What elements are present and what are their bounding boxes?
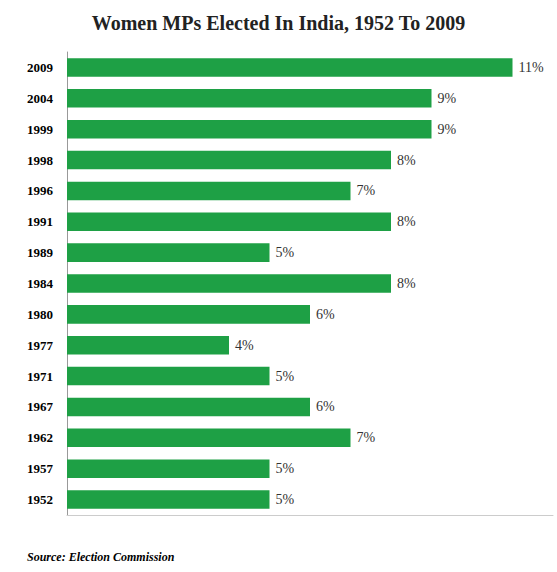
svg-text:Source: Election Commission: Source: Election Commission [27,550,175,564]
svg-text:7%: 7% [357,183,376,198]
svg-text:5%: 5% [276,461,295,476]
svg-text:11%: 11% [519,60,544,75]
svg-text:8%: 8% [397,214,416,229]
svg-text:6%: 6% [316,399,335,414]
svg-text:1996: 1996 [27,183,54,198]
svg-text:1999: 1999 [27,122,54,137]
svg-text:1957: 1957 [27,461,54,476]
svg-text:5%: 5% [276,245,295,260]
svg-text:1989: 1989 [27,245,54,260]
svg-text:1998: 1998 [27,153,54,168]
svg-text:2009: 2009 [27,60,54,75]
svg-text:5%: 5% [276,492,295,507]
svg-text:9%: 9% [438,122,457,137]
svg-text:1952: 1952 [27,492,53,507]
svg-text:Women MPs Elected In India, 19: Women MPs Elected In India, 1952 To 2009 [92,12,465,34]
svg-text:1971: 1971 [27,369,53,384]
svg-text:1962: 1962 [27,430,53,445]
svg-text:5%: 5% [276,369,295,384]
svg-text:1977: 1977 [27,338,54,353]
svg-text:2004: 2004 [27,91,54,106]
svg-text:4%: 4% [235,338,254,353]
svg-text:1984: 1984 [27,276,54,291]
svg-text:7%: 7% [357,430,376,445]
svg-text:8%: 8% [397,276,416,291]
svg-text:9%: 9% [438,91,457,106]
svg-text:1980: 1980 [27,307,53,322]
svg-text:1967: 1967 [27,399,54,414]
svg-text:1991: 1991 [27,214,53,229]
svg-text:8%: 8% [397,153,416,168]
svg-text:6%: 6% [316,307,335,322]
